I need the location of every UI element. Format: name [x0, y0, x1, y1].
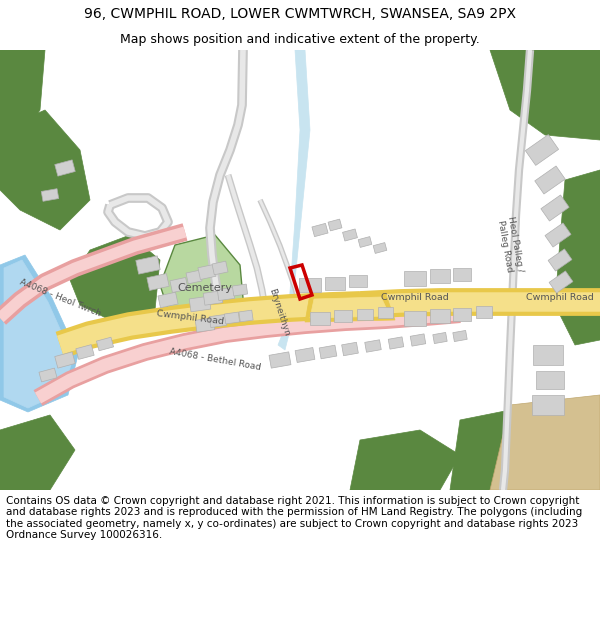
Polygon shape [476, 306, 492, 318]
Polygon shape [158, 292, 178, 308]
Polygon shape [310, 297, 390, 318]
Polygon shape [310, 311, 330, 324]
Polygon shape [0, 255, 78, 412]
Polygon shape [55, 352, 75, 368]
Polygon shape [305, 292, 395, 322]
Polygon shape [212, 261, 228, 275]
Polygon shape [548, 249, 572, 271]
Polygon shape [170, 278, 188, 292]
Polygon shape [239, 310, 253, 322]
Polygon shape [136, 256, 160, 274]
Polygon shape [365, 340, 381, 352]
Polygon shape [350, 430, 460, 490]
Polygon shape [453, 331, 467, 341]
Polygon shape [328, 219, 342, 231]
Polygon shape [545, 223, 571, 247]
Polygon shape [430, 269, 450, 283]
Polygon shape [76, 344, 94, 359]
Polygon shape [343, 229, 358, 241]
Polygon shape [404, 311, 426, 326]
Polygon shape [450, 410, 540, 490]
Polygon shape [269, 352, 291, 368]
Polygon shape [312, 223, 328, 237]
Text: 96, CWMPHIL ROAD, LOWER CWMTWRCH, SWANSEA, SA9 2PX: 96, CWMPHIL ROAD, LOWER CWMTWRCH, SWANSE… [84, 7, 516, 21]
Polygon shape [217, 288, 235, 301]
Polygon shape [358, 237, 372, 248]
Polygon shape [536, 371, 564, 389]
Polygon shape [357, 309, 373, 319]
Polygon shape [532, 395, 564, 415]
Polygon shape [349, 275, 367, 287]
Polygon shape [453, 268, 471, 281]
Polygon shape [0, 110, 90, 230]
Polygon shape [278, 50, 310, 350]
Text: Cemetery: Cemetery [178, 283, 232, 293]
Polygon shape [224, 312, 239, 324]
Polygon shape [198, 264, 216, 279]
Text: A4068 - Bethel Road: A4068 - Bethel Road [169, 348, 262, 372]
Text: Cwmphil Road: Cwmphil Road [526, 294, 594, 302]
Polygon shape [410, 334, 426, 346]
Text: Heol Palleg /
Palleg Road: Heol Palleg / Palleg Road [496, 216, 524, 274]
Text: Cwmphil Road: Cwmphil Road [156, 309, 224, 327]
Polygon shape [195, 318, 215, 332]
Polygon shape [70, 235, 160, 325]
Polygon shape [39, 368, 57, 382]
Polygon shape [433, 332, 447, 344]
Polygon shape [232, 284, 248, 296]
Polygon shape [526, 134, 559, 166]
Polygon shape [203, 291, 223, 305]
Polygon shape [377, 306, 392, 318]
Polygon shape [186, 270, 202, 284]
Polygon shape [97, 338, 113, 351]
Polygon shape [334, 310, 352, 322]
Polygon shape [189, 296, 211, 312]
Polygon shape [535, 166, 565, 194]
Text: Map shows position and indicative extent of the property.: Map shows position and indicative extent… [120, 32, 480, 46]
Polygon shape [490, 395, 600, 490]
Polygon shape [299, 278, 321, 292]
Polygon shape [160, 235, 245, 335]
Text: Contains OS data © Crown copyright and database right 2021. This information is : Contains OS data © Crown copyright and d… [6, 496, 582, 541]
Polygon shape [0, 50, 45, 140]
Polygon shape [295, 348, 315, 362]
Polygon shape [541, 195, 569, 221]
Polygon shape [319, 345, 337, 359]
Polygon shape [555, 170, 600, 345]
Polygon shape [549, 271, 573, 293]
Polygon shape [453, 308, 471, 321]
Polygon shape [209, 314, 227, 328]
Polygon shape [41, 189, 59, 201]
Polygon shape [147, 274, 169, 291]
Polygon shape [341, 342, 358, 356]
Text: Cwmphil Road: Cwmphil Road [381, 294, 449, 302]
Polygon shape [430, 309, 450, 323]
Polygon shape [533, 345, 563, 365]
Polygon shape [404, 271, 426, 286]
Polygon shape [490, 50, 600, 140]
Polygon shape [4, 260, 73, 408]
Text: A4068 - Heol Twrch: A4068 - Heol Twrch [18, 278, 102, 319]
Polygon shape [55, 160, 75, 176]
Polygon shape [325, 276, 345, 289]
Polygon shape [373, 242, 387, 253]
Polygon shape [388, 337, 404, 349]
Polygon shape [0, 415, 75, 490]
Text: Bryneithyn: Bryneithyn [267, 287, 291, 337]
